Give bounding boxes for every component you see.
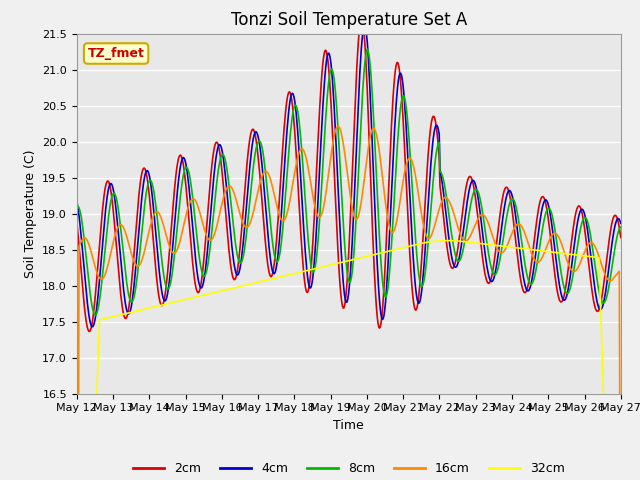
8cm xyxy=(91,312,99,318)
16cm xyxy=(194,204,202,209)
4cm xyxy=(140,181,147,187)
16cm xyxy=(416,199,424,204)
32cm xyxy=(139,307,147,312)
Line: 32cm: 32cm xyxy=(77,240,621,480)
Line: 4cm: 4cm xyxy=(77,26,621,327)
16cm xyxy=(223,186,230,192)
2cm xyxy=(223,230,231,236)
2cm xyxy=(140,166,147,171)
8cm xyxy=(140,213,147,219)
2cm xyxy=(433,123,440,129)
16cm xyxy=(334,123,342,129)
16cm xyxy=(139,255,147,261)
4cm xyxy=(73,199,81,204)
Text: TZ_fmet: TZ_fmet xyxy=(88,47,145,60)
32cm xyxy=(223,287,230,292)
16cm xyxy=(83,237,90,242)
X-axis label: Time: Time xyxy=(333,419,364,432)
2cm xyxy=(195,289,202,295)
32cm xyxy=(194,294,202,300)
2cm xyxy=(73,219,81,225)
8cm xyxy=(617,224,625,230)
8cm xyxy=(73,204,81,210)
4cm xyxy=(223,194,231,200)
32cm xyxy=(431,239,438,244)
8cm xyxy=(83,259,90,265)
8cm xyxy=(433,151,440,156)
2cm xyxy=(83,321,90,327)
2cm xyxy=(417,276,424,281)
2cm xyxy=(358,16,365,22)
32cm xyxy=(444,238,451,243)
Legend: 2cm, 4cm, 8cm, 16cm, 32cm: 2cm, 4cm, 8cm, 16cm, 32cm xyxy=(128,457,570,480)
Title: Tonzi Soil Temperature Set A: Tonzi Soil Temperature Set A xyxy=(230,11,467,29)
8cm xyxy=(195,249,202,255)
2cm xyxy=(617,235,625,240)
4cm xyxy=(195,279,202,285)
4cm xyxy=(433,122,440,128)
4cm xyxy=(83,293,90,299)
4cm xyxy=(417,297,424,303)
8cm xyxy=(223,169,231,175)
Line: 8cm: 8cm xyxy=(77,49,621,315)
Line: 16cm: 16cm xyxy=(77,126,621,480)
4cm xyxy=(360,24,368,29)
Line: 2cm: 2cm xyxy=(77,19,621,331)
2cm xyxy=(86,328,93,334)
8cm xyxy=(417,280,424,286)
8cm xyxy=(364,46,371,52)
4cm xyxy=(617,220,625,226)
16cm xyxy=(431,220,439,226)
32cm xyxy=(415,241,422,247)
4cm xyxy=(89,324,97,330)
Y-axis label: Soil Temperature (C): Soil Temperature (C) xyxy=(24,149,36,278)
